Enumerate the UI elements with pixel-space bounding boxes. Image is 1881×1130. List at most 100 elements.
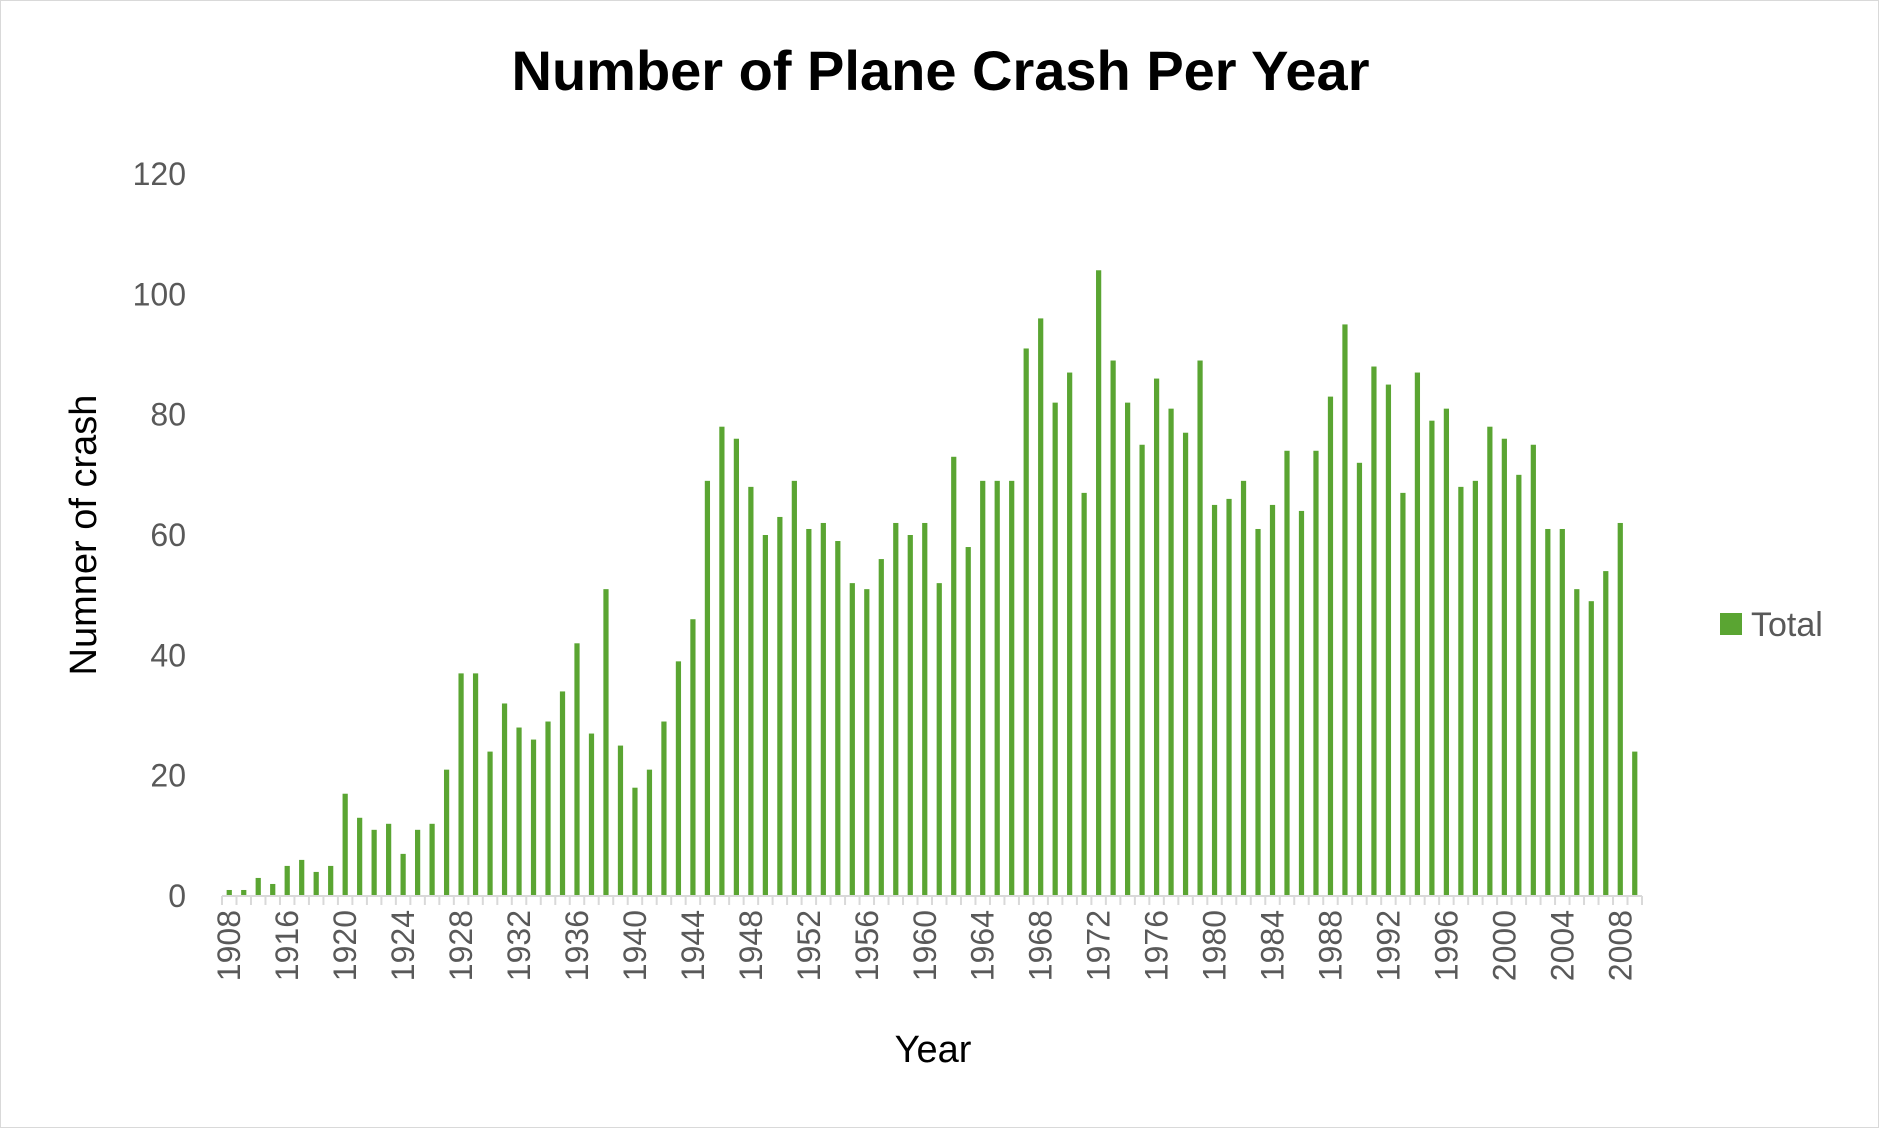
bar-1922 [371, 829, 377, 896]
bar-1967 [1023, 348, 1029, 897]
bar-1958 [893, 522, 899, 896]
bar-1945 [704, 480, 711, 896]
x-tick-label: 1928 [443, 910, 479, 981]
bar-1934 [545, 721, 551, 896]
y-tick-label: 0 [168, 878, 186, 914]
bar-1979 [1197, 360, 1203, 896]
bar-1968 [1038, 318, 1044, 896]
bar-1927 [443, 769, 450, 896]
bar-1995 [1429, 420, 1435, 896]
bar-1983 [1255, 528, 1261, 896]
y-tick-label: 60 [150, 517, 186, 553]
bar-1941 [646, 769, 653, 896]
bar-1946 [719, 426, 725, 896]
x-axis [221, 895, 1643, 905]
bar-2009 [1632, 751, 1638, 896]
x-tick-label: 1924 [385, 910, 421, 981]
bar-1925 [415, 829, 421, 896]
x-tick-label: 1944 [675, 910, 711, 981]
bar-1987 [1313, 450, 1319, 896]
y-axis-title: Numner of crash [63, 395, 105, 676]
x-tick-label: 1976 [1139, 910, 1175, 981]
bar-1921 [357, 817, 363, 896]
bar-1960 [922, 522, 928, 896]
chart-title: Number of Plane Crash Per Year [511, 39, 1370, 102]
x-tick-label: 1920 [327, 910, 363, 981]
bar-1938 [603, 589, 609, 896]
bar-1997 [1458, 486, 1464, 896]
bar-1913 [255, 877, 261, 896]
x-tick-label: 1940 [617, 910, 653, 981]
bar-2004 [1559, 528, 1565, 896]
x-tick-labels: 1908 1916 1920 1924 1928 1932 1936 1940 1944 1948… [211, 910, 1638, 981]
bar-1991 [1371, 366, 1377, 896]
bar-2001 [1516, 474, 1522, 896]
bar-1939 [617, 745, 624, 896]
bar-1985 [1284, 450, 1290, 896]
bar-2007 [1603, 571, 1609, 896]
x-tick-label: 1972 [1081, 910, 1117, 981]
bar-1974 [1125, 402, 1131, 896]
bar-1923 [386, 823, 392, 896]
bar-1973 [1110, 360, 1116, 896]
bar-1937 [588, 733, 595, 896]
bar-1952 [806, 528, 812, 896]
legend-swatch-total [1720, 613, 1742, 635]
bar-1989 [1342, 324, 1348, 896]
bar-1981 [1226, 498, 1232, 896]
bar-2002 [1530, 444, 1536, 896]
bar-1969 [1052, 402, 1058, 896]
bar-1971 [1081, 492, 1087, 896]
bar-1980 [1211, 504, 1218, 896]
y-tick-label: 20 [150, 758, 186, 794]
bar-1992 [1385, 384, 1392, 896]
x-tick-label: 1952 [791, 910, 827, 981]
bar-1965 [994, 480, 1000, 896]
legend: Total [1720, 606, 1823, 644]
bar-1940 [632, 787, 638, 896]
bar-1977 [1168, 408, 1174, 896]
bar-1949 [762, 535, 768, 896]
bar-1926 [429, 823, 435, 896]
x-tick-label: 1964 [965, 910, 1001, 981]
bar-1975 [1139, 444, 1145, 896]
bar-1998 [1472, 480, 1478, 896]
y-tick-label: 80 [150, 397, 186, 433]
y-tick-label: 40 [150, 637, 186, 673]
x-tick-label: 1988 [1312, 910, 1348, 981]
bar-1916 [284, 865, 290, 896]
bar-2003 [1545, 528, 1551, 896]
bar-1976 [1153, 378, 1160, 896]
x-tick-label: 1916 [269, 910, 305, 981]
bar-1948 [748, 486, 754, 896]
bar-1962 [951, 456, 957, 896]
x-tick-label: 1936 [559, 910, 595, 981]
bar-1929 [472, 673, 479, 896]
bar-1996 [1443, 408, 1449, 896]
bar-1982 [1240, 480, 1247, 896]
x-tick-label: 1980 [1197, 910, 1233, 981]
x-tick-label: 1992 [1370, 910, 1406, 981]
bar-1919 [328, 865, 334, 896]
y-tick-label: 100 [133, 276, 186, 312]
bar-1961 [936, 583, 942, 896]
legend-label-total: Total [1751, 606, 1823, 644]
bar-1988 [1327, 396, 1334, 896]
x-tick-label: 1908 [211, 910, 247, 981]
bar-1947 [733, 438, 739, 896]
y-tick-labels: 0 20 40 60 80 100 120 [133, 156, 186, 914]
bar-1924 [400, 853, 406, 896]
bar-1964 [980, 480, 986, 896]
bar-1928 [458, 673, 464, 896]
bar-1984 [1269, 504, 1276, 896]
bar-1955 [849, 583, 855, 896]
bar-1935 [559, 691, 566, 896]
bar-1978 [1182, 432, 1189, 896]
x-tick-label: 1960 [907, 910, 943, 981]
bar-1972 [1096, 270, 1102, 896]
bar-1950 [777, 516, 783, 896]
x-axis-title: Year [895, 1029, 972, 1071]
bar-1912 [241, 889, 247, 896]
bar-1942 [661, 721, 667, 896]
